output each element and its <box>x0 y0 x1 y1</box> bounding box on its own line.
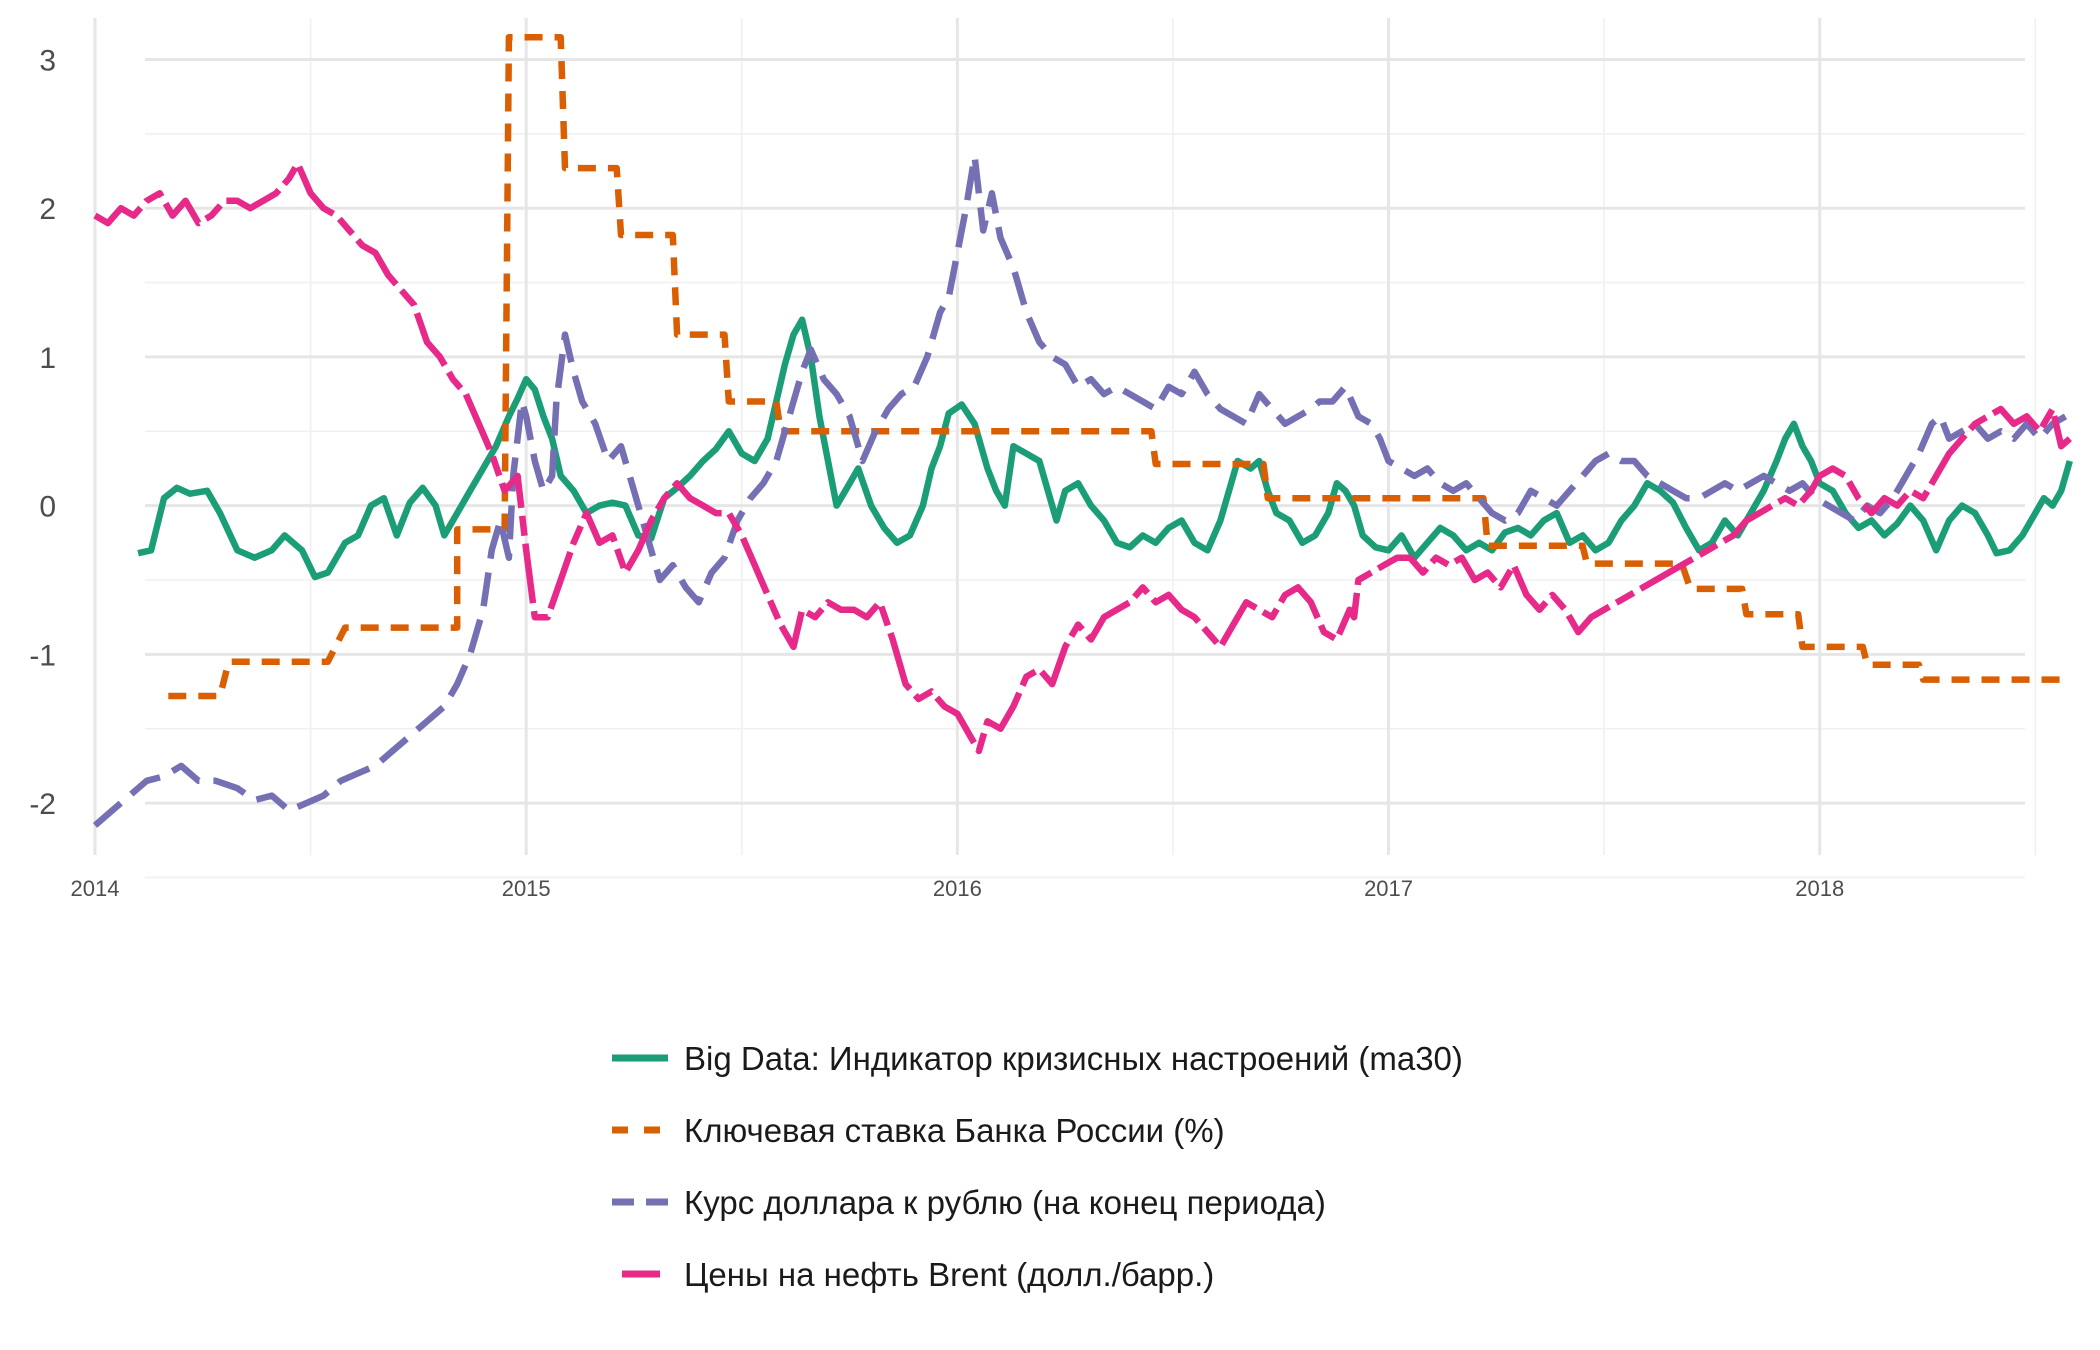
y-axis-tick-labels: -2 -1 0 1 2 3 <box>29 44 56 821</box>
series-line-4 <box>93 160 2072 755</box>
y-tick-label: 0 <box>39 491 56 524</box>
series-line-2 <box>168 33 2070 700</box>
legend-label-2: Ключевая ставка Банка России (%) <box>684 1112 1225 1149</box>
series-lines <box>92 33 2073 828</box>
legend-label-3: Курс доллара к рублю (на конец периода) <box>684 1184 1326 1221</box>
y-tick-label: -1 <box>29 639 56 672</box>
x-tick-label: 2018 <box>1795 876 1844 901</box>
y-tick-label: 2 <box>39 193 56 226</box>
y-tick-label: 3 <box>39 44 56 77</box>
x-tick-label: 2015 <box>502 876 551 901</box>
grid-minor-lines <box>145 18 2037 879</box>
x-tick-label: 2016 <box>933 876 982 901</box>
legend-label-4: Цены на нефть Brent (долл./барр.) <box>684 1256 1214 1293</box>
legend-label-1: Big Data: Индикатор кризисных настроений… <box>684 1040 1463 1077</box>
y-tick-label: -2 <box>29 788 56 821</box>
x-axis-tick-labels: 2014 2015 2016 2017 2018 <box>71 876 1845 901</box>
legend: Big Data: Индикатор кризисных настроений… <box>612 1040 1463 1293</box>
x-tick-label: 2017 <box>1364 876 1413 901</box>
series-line-3 <box>92 152 2068 828</box>
series-line-1 <box>137 316 2073 581</box>
y-tick-label: 1 <box>39 342 56 375</box>
x-tick-label: 2014 <box>71 876 120 901</box>
